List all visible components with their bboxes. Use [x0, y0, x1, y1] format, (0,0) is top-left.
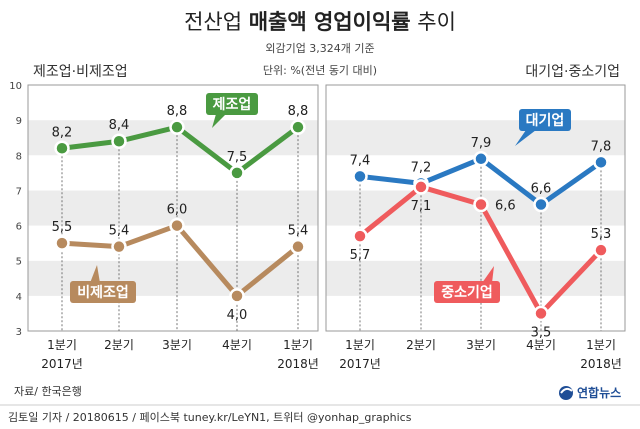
title-bold: 매출액 영업이익률: [249, 10, 411, 34]
x-tick-label: 1분기: [47, 338, 77, 352]
panel-title: 대기업·중소기업: [525, 64, 620, 80]
series-label: 제조업: [213, 97, 252, 113]
grid-band: [326, 225, 625, 261]
x-tick-label: 4분기: [526, 338, 556, 352]
x-year-label: 2017년: [339, 357, 381, 371]
grid-band: [326, 120, 625, 156]
y-tick-label: 9: [16, 116, 22, 127]
data-point: [290, 238, 306, 255]
data-label: 7,4: [350, 153, 371, 168]
y-tick-label: 8: [16, 151, 22, 162]
yonhap-brand: 연합뉴스: [577, 385, 621, 400]
yonhap-logo: 연합뉴스: [559, 385, 621, 400]
data-point: [473, 196, 489, 213]
yonhap-logo-swoosh: [560, 387, 573, 394]
data-label: 7,5: [227, 150, 248, 165]
data-label: 8,2: [52, 125, 73, 140]
x-tick-label: 1분기: [345, 338, 375, 352]
data-label: 5,5: [52, 220, 73, 235]
data-point: [533, 196, 549, 213]
x-tick-label: 1분기: [586, 338, 616, 352]
title-plain: 전산업: [184, 10, 242, 34]
x-year-label: 2018년: [277, 357, 319, 371]
panel-title: 제조업·비제조업: [33, 64, 128, 80]
data-point: [593, 154, 609, 171]
data-point: [229, 165, 245, 181]
data-label: 4,0: [227, 308, 248, 323]
data-point: [169, 119, 185, 135]
plot-frame: [27, 84, 319, 332]
data-label: 7,8: [591, 139, 612, 154]
data-point: [352, 228, 368, 244]
y-tick-label: 6: [16, 222, 22, 233]
source-note: 자료/ 한국은행: [14, 385, 82, 398]
data-label: 7,1: [411, 199, 432, 214]
series-label: 비제조업: [77, 285, 129, 301]
data-label: 6,6: [495, 198, 516, 213]
data-point: [54, 140, 70, 157]
data-label: 6,0: [167, 203, 188, 218]
series-label-pointer: [482, 266, 494, 283]
data-point: [111, 238, 127, 255]
credit-line: 김토일 기자 / 20180615 / 페이스북 tuney.kr/LeYN1,…: [8, 410, 412, 424]
data-point: [533, 305, 549, 322]
chart-subtitle: 외감기업 3,324개 기준: [265, 42, 374, 55]
data-label: 5,3: [591, 227, 612, 242]
data-label: 8,8: [288, 104, 309, 119]
data-label: 8,4: [109, 118, 130, 133]
x-tick-label: 2분기: [406, 338, 436, 352]
series-label: 대기업: [526, 113, 565, 129]
x-tick-label: 4분기: [222, 338, 252, 352]
data-point: [352, 168, 368, 185]
y-tick-label: 5: [16, 257, 22, 268]
panel-2: 대기업·중소기업 1분기 2017년 2분기 3분기 4분기 1분기 2018년 7,4 7,2 7…: [325, 64, 626, 371]
data-point: [473, 151, 489, 167]
data-label: 7,2: [411, 160, 432, 175]
x-tick-label: 2분기: [104, 338, 134, 352]
data-label: 5,4: [109, 224, 130, 239]
plot-frame: [325, 84, 626, 332]
data-label: 5,7: [350, 248, 371, 263]
data-label: 8,8: [167, 104, 188, 119]
data-label: 5,4: [288, 224, 309, 239]
x-tick-label: 3분기: [466, 338, 496, 352]
series-label-pointer: [90, 265, 100, 283]
grid-band: [28, 85, 318, 121]
y-tick-label: 10: [9, 81, 22, 92]
series-label: 중소기업: [441, 285, 493, 301]
x-year-label: 2017년: [41, 357, 83, 371]
series-label-box: [519, 109, 571, 131]
data-point: [54, 235, 70, 251]
x-year-label: 2018년: [580, 357, 622, 371]
y-tick-label: 3: [16, 327, 22, 338]
data-label: 7,9: [471, 136, 492, 151]
y-tick-label: 7: [16, 186, 22, 197]
data-label: 6,6: [531, 181, 552, 196]
series-label-box: [434, 281, 500, 303]
chart-title: 전산업 매출액 영업이익률 추이: [184, 10, 456, 34]
series-label-pointer: [212, 114, 226, 128]
data-point: [413, 179, 429, 195]
panel-1: 3 4 5 6 7 8 9 10 제조업·비제조업 1분기 2017년 2분기 3분기 4분기 1분기 201…: [9, 64, 319, 371]
title-suffix: 추이: [417, 10, 456, 34]
series-label-pointer: [515, 130, 536, 146]
grid-band: [28, 155, 318, 191]
unit-note: 단위: %(전년 동기 대비): [263, 64, 377, 77]
grid-band: [326, 85, 625, 121]
data-point: [290, 119, 306, 135]
panels: 3 4 5 6 7 8 9 10 제조업·비제조업 1분기 2017년 2분기 3분기 4분기 1분기 201…: [9, 64, 626, 371]
series-label-box: [206, 93, 258, 115]
x-tick-label: 3분기: [162, 338, 192, 352]
series-label-box: [70, 281, 136, 303]
x-tick-label: 1분기: [283, 338, 313, 352]
data-point: [229, 288, 245, 304]
data-point: [593, 242, 609, 258]
y-tick-label: 4: [16, 292, 22, 303]
data-point: [169, 217, 185, 234]
data-label: 3,5: [531, 325, 552, 340]
data-point: [111, 133, 127, 149]
